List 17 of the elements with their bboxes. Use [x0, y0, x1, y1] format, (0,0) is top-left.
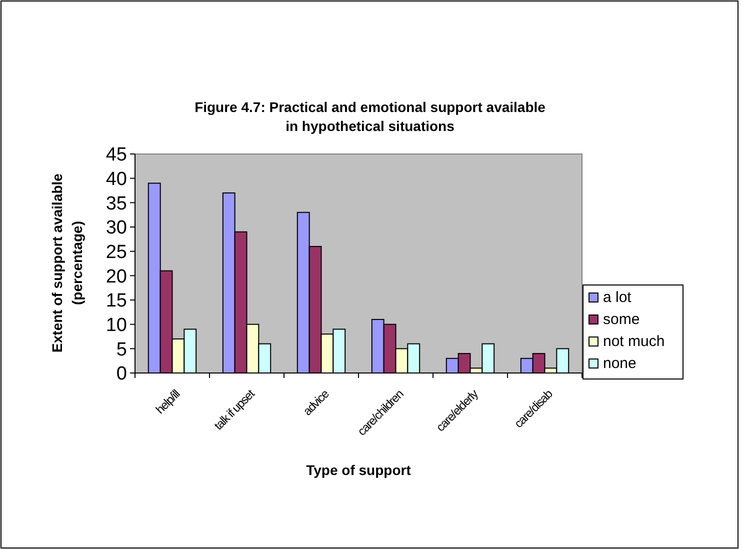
y-tick-label: 20 [106, 266, 127, 288]
legend-label: a lot [603, 289, 632, 306]
y-tick-label: 15 [106, 290, 127, 312]
y-tick-label: 45 [106, 144, 127, 166]
legend-label: some [603, 311, 640, 328]
y-tick-label: 35 [106, 193, 127, 214]
legend-label: not much [603, 333, 665, 350]
chart-title: Figure 4.7: Practical and emotional support available in hypothetical situations [194, 99, 546, 134]
y-tick-label: 0 [116, 364, 127, 385]
y-axis-title: Extent of support available (percentage) [49, 173, 85, 352]
y-tick-label: 25 [106, 242, 127, 263]
y-tick-label: 30 [106, 218, 127, 239]
y-tick-label: 5 [116, 339, 127, 360]
legend-label: none [603, 355, 636, 372]
y-tick-label: 40 [106, 168, 127, 190]
x-axis-title: Type of support [306, 462, 412, 478]
y-tick-label: 10 [106, 314, 127, 336]
